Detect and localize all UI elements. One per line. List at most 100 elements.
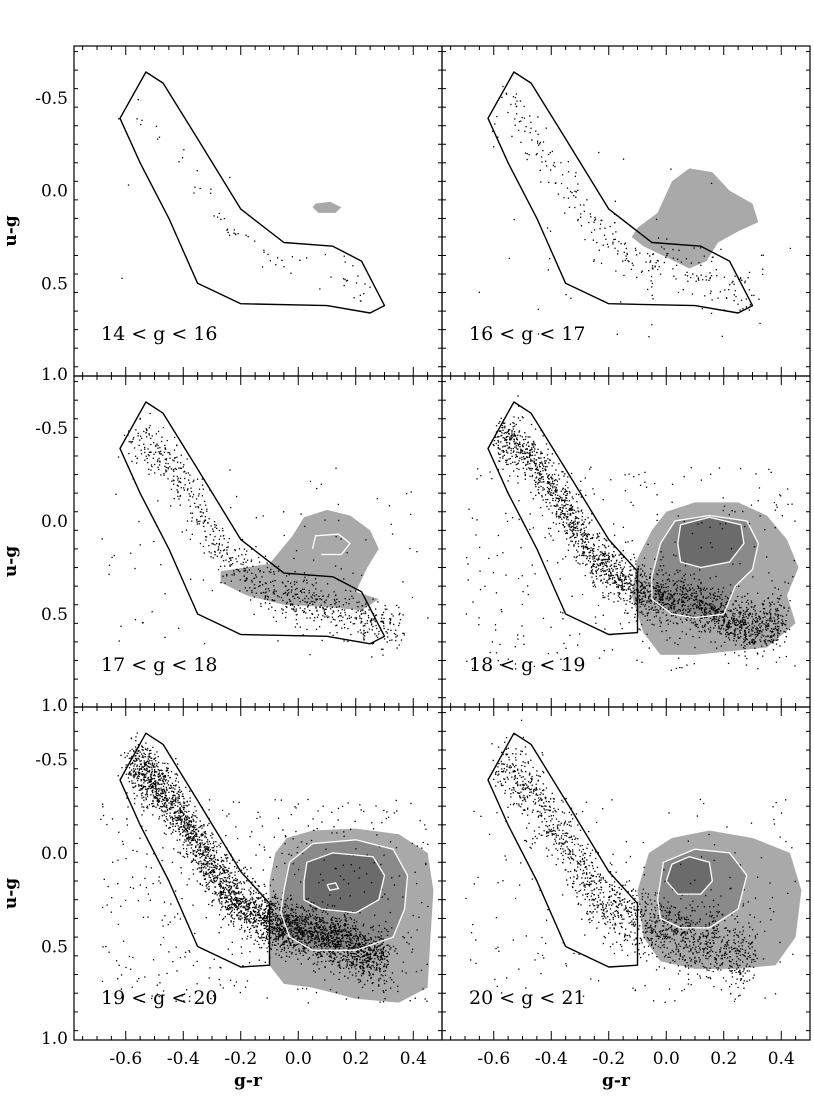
data-point [670, 594, 672, 596]
data-point [647, 612, 650, 614]
data-point [612, 574, 615, 577]
data-point [245, 561, 247, 563]
data-point [559, 578, 561, 580]
data-point [633, 553, 635, 556]
data-point [389, 621, 391, 623]
data-point [657, 574, 659, 576]
data-point [740, 644, 743, 646]
data-point [538, 464, 540, 466]
data-point [158, 451, 160, 453]
data-point [280, 933, 282, 936]
data-point [325, 608, 327, 610]
data-point [777, 588, 780, 590]
data-point [681, 604, 683, 607]
data-point [158, 457, 160, 460]
data-point [381, 648, 383, 650]
data-point [641, 600, 643, 603]
data-point [548, 481, 551, 483]
data-point [489, 651, 491, 654]
data-point [531, 454, 534, 456]
data-point [523, 452, 525, 455]
data-point [546, 482, 548, 484]
data-point [625, 603, 627, 605]
data-point [706, 597, 708, 599]
data-point [742, 623, 745, 625]
data-point [635, 580, 638, 583]
data-point [662, 612, 664, 614]
data-point [166, 782, 168, 784]
data-point [600, 262, 603, 264]
data-point [774, 587, 776, 589]
data-point [650, 595, 652, 598]
data-point [576, 555, 578, 558]
data-point [718, 627, 720, 630]
data-point [276, 920, 279, 922]
data-point [728, 639, 731, 641]
data-point [749, 643, 751, 645]
data-point [612, 582, 614, 584]
data-point [739, 563, 741, 565]
data-point [582, 533, 584, 535]
data-point [794, 665, 796, 667]
data-point [571, 595, 573, 597]
data-point [139, 784, 141, 787]
data-point [173, 811, 176, 813]
data-point [614, 238, 616, 240]
data-point [529, 475, 531, 477]
data-point [158, 468, 160, 471]
data-point [491, 641, 493, 643]
data-point [166, 767, 168, 769]
data-point [622, 260, 624, 262]
data-point [771, 601, 773, 603]
data-point [147, 448, 149, 450]
data-point [315, 606, 317, 608]
data-point [570, 514, 572, 516]
data-point [788, 628, 791, 631]
data-point [653, 578, 655, 580]
scatter-points [100, 732, 429, 1004]
data-point [528, 467, 530, 469]
data-point [675, 278, 677, 280]
data-point [721, 604, 723, 607]
data-point [299, 259, 301, 261]
data-point [661, 587, 663, 589]
data-point [248, 908, 250, 910]
data-point [286, 594, 288, 596]
data-point [643, 574, 646, 576]
data-point [722, 619, 724, 621]
data-point [551, 478, 553, 480]
data-point [332, 618, 334, 621]
data-point [146, 429, 148, 431]
data-point [220, 909, 222, 911]
data-point [399, 612, 401, 615]
data-point [605, 573, 607, 575]
data-point [687, 605, 689, 607]
data-point [148, 451, 151, 453]
data-point [151, 435, 153, 437]
data-point [338, 601, 340, 603]
data-point [678, 579, 680, 582]
data-point [504, 422, 506, 424]
data-point [108, 564, 111, 566]
data-point [508, 433, 511, 435]
data-point [183, 805, 185, 807]
data-point [531, 448, 533, 451]
data-point [228, 924, 230, 926]
data-point [748, 271, 751, 274]
data-point [761, 603, 764, 605]
data-point [266, 595, 268, 597]
data-point [227, 231, 229, 234]
data-point [521, 436, 523, 438]
data-point [273, 573, 275, 575]
data-point [343, 578, 345, 580]
data-point [576, 533, 578, 535]
data-point [206, 508, 208, 510]
data-point [649, 584, 651, 587]
data-point [196, 478, 199, 480]
data-point [658, 589, 660, 591]
data-point [395, 629, 397, 631]
data-point [717, 297, 719, 299]
data-point [522, 591, 524, 593]
data-point [557, 505, 559, 507]
data-point [622, 556, 625, 558]
